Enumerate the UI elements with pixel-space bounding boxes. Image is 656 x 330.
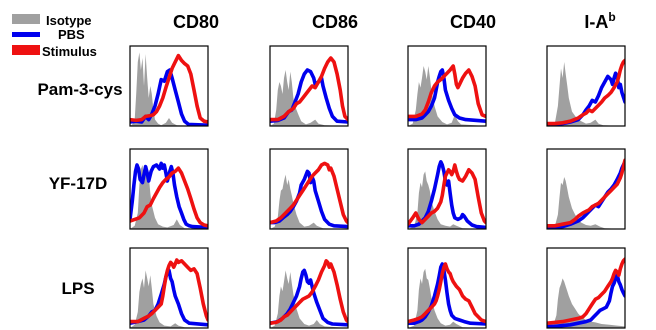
stimulus-histogram-line (547, 257, 625, 326)
column-label-cd80: CD80 (173, 12, 219, 32)
panel-pam-3-cys-cd86 (269, 45, 349, 127)
pbs-histogram-line (270, 169, 348, 229)
isotype-histogram-area (270, 174, 348, 229)
stimulus-histogram-line (130, 258, 208, 324)
panel-lps-cd80 (129, 247, 209, 329)
panel-frame (269, 148, 349, 230)
panel-plot-area (270, 258, 348, 328)
panel-frame (546, 45, 626, 127)
panel-frame (546, 148, 626, 230)
panel-lps-cd86 (269, 247, 349, 329)
panel-plot-area (408, 160, 486, 229)
panel-yf-17d-cd86 (269, 148, 349, 230)
panel-plot-area (270, 161, 348, 229)
row-label-yf-17d: YF-17D (49, 174, 108, 193)
pbs-histogram-line (270, 268, 348, 327)
panel-plot-area (408, 262, 486, 328)
column-headers: CD80 CD86 CD40 I-Ab (173, 10, 616, 32)
pbs-histogram-line (130, 161, 208, 229)
stimulus-histogram-line (270, 161, 348, 225)
column-label-i-ab-superscript: b (608, 10, 615, 24)
pbs-histogram-line (408, 160, 486, 229)
row-label-lps: LPS (61, 279, 94, 298)
isotype-histogram-area (547, 62, 625, 126)
panel-yf-17d-cd80 (129, 148, 209, 230)
panel-plot-area (547, 257, 625, 328)
histogram-panels (129, 45, 626, 329)
column-label-cd86: CD86 (312, 12, 358, 32)
legend: Isotype PBS Stimulus (12, 13, 97, 59)
column-label-i-ab: I-Ab (584, 10, 615, 32)
stimulus-histogram-line (270, 258, 348, 326)
panel-frame (269, 247, 349, 329)
panel-frame (129, 247, 209, 329)
row-label-pam-3-cys: Pam-3-cys (37, 80, 122, 99)
stimulus-histogram-line (270, 56, 348, 122)
pbs-histogram-line (408, 262, 486, 326)
stimulus-histogram-line (547, 58, 625, 126)
panel-plot-area (270, 56, 348, 126)
panel-yf-17d-i-ab (546, 148, 626, 230)
isotype-histogram-area (547, 177, 625, 229)
panel-frame (269, 45, 349, 127)
panel-frame (129, 148, 209, 230)
legend-swatch-stimulus (12, 45, 40, 55)
column-label-cd40: CD40 (450, 12, 496, 32)
isotype-histogram-area (130, 52, 208, 126)
stimulus-histogram-line (408, 64, 486, 119)
pbs-histogram-line (408, 68, 486, 123)
stimulus-histogram-line (408, 262, 486, 324)
stimulus-histogram-line (547, 158, 625, 228)
panel-plot-area (547, 58, 625, 126)
panel-frame (129, 45, 209, 127)
panel-frame (407, 45, 487, 127)
panel-lps-i-ab (546, 247, 626, 329)
legend-label-pbs: PBS (58, 27, 85, 42)
stimulus-histogram-line (130, 53, 208, 124)
isotype-histogram-area (130, 165, 208, 229)
stimulus-histogram-line (408, 163, 486, 226)
panel-pam-3-cys-cd80 (129, 45, 209, 127)
panel-lps-cd40 (407, 247, 487, 329)
column-label-i-ab-main: I-A (584, 12, 608, 32)
row-labels: Pam-3-cys YF-17D LPS (37, 80, 122, 298)
legend-swatch-pbs (12, 32, 40, 37)
panel-pam-3-cys-i-ab (546, 45, 626, 127)
legend-swatch-isotype (12, 14, 40, 24)
isotype-histogram-area (547, 278, 625, 328)
panel-plot-area (130, 52, 208, 126)
panel-frame (407, 247, 487, 329)
panel-plot-area (130, 161, 208, 229)
panel-frame (546, 247, 626, 329)
legend-label-isotype: Isotype (46, 13, 92, 28)
panel-yf-17d-cd40 (407, 148, 487, 230)
pbs-histogram-line (547, 273, 625, 328)
panel-pam-3-cys-cd40 (407, 45, 487, 127)
panel-frame (407, 148, 487, 230)
legend-label-stimulus: Stimulus (42, 44, 97, 59)
panel-plot-area (408, 64, 486, 126)
panel-plot-area (547, 158, 625, 229)
pbs-histogram-line (547, 160, 625, 229)
stimulus-histogram-line (130, 166, 208, 228)
panel-plot-area (130, 258, 208, 328)
